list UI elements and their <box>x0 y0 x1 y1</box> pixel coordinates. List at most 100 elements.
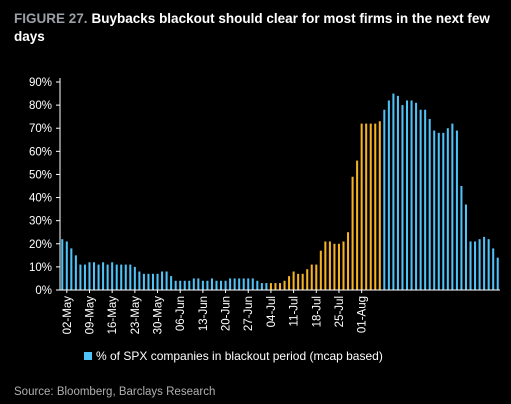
bar <box>142 273 145 290</box>
bar <box>383 109 386 290</box>
bar <box>93 262 96 290</box>
legend-swatch <box>84 352 92 360</box>
y-tick-label: 40% <box>29 193 52 205</box>
bar <box>483 236 486 290</box>
bar <box>102 262 105 290</box>
bar <box>333 243 336 290</box>
bar <box>337 243 340 290</box>
bar <box>306 269 309 290</box>
bar <box>351 176 354 290</box>
bar <box>79 264 82 290</box>
figure-label: FIGURE 27. <box>14 11 88 26</box>
bar <box>229 278 232 290</box>
bar <box>455 130 458 290</box>
bar <box>215 280 218 290</box>
y-tick-label: 0% <box>35 285 52 297</box>
source-note: Source: Bloomberg, Barclays Research <box>14 386 216 398</box>
x-tick-label: 27-Jun <box>243 296 255 331</box>
bar <box>124 264 127 290</box>
y-tick-label: 20% <box>29 239 52 251</box>
bar <box>242 278 245 290</box>
bar <box>424 109 427 290</box>
bar <box>410 100 413 291</box>
bar <box>206 280 209 290</box>
bar <box>297 273 300 290</box>
bar <box>428 118 431 290</box>
bar <box>492 248 495 290</box>
bar <box>256 280 259 290</box>
bar <box>487 239 490 290</box>
bar <box>151 273 155 290</box>
y-tick-label: 90% <box>29 77 52 89</box>
bar <box>387 100 390 291</box>
bar <box>224 280 227 290</box>
y-tick-label: 30% <box>29 216 52 228</box>
bar <box>356 160 359 290</box>
bar <box>61 239 64 290</box>
bar <box>274 283 277 290</box>
x-tick-label: 11-Jul <box>289 296 301 326</box>
x-tick-label: 01-Aug <box>357 296 369 333</box>
bar <box>111 262 114 290</box>
bar <box>283 280 286 290</box>
bar <box>328 241 331 290</box>
bar <box>265 283 268 290</box>
bar <box>374 123 377 290</box>
bar <box>451 123 454 290</box>
x-tick-label: 13-Jun <box>198 296 210 331</box>
bar <box>197 278 200 290</box>
bar <box>360 123 363 290</box>
bar <box>460 186 463 290</box>
y-tick-label: 80% <box>29 100 52 112</box>
bar <box>315 264 318 290</box>
bar <box>310 264 313 290</box>
x-tick-label: 04-Jul <box>266 296 278 327</box>
bar <box>401 105 404 290</box>
bar <box>74 255 77 290</box>
bar <box>342 241 345 290</box>
x-tick-label: 16-May <box>107 296 119 335</box>
legend: % of SPX companies in blackout period (m… <box>84 349 383 363</box>
bar <box>437 132 440 290</box>
y-tick-label: 60% <box>29 146 52 158</box>
bar <box>319 250 322 290</box>
bar <box>474 241 477 290</box>
bar <box>88 262 91 290</box>
bar <box>292 271 295 290</box>
bar <box>347 232 350 290</box>
x-tick-label: 25-Jul <box>334 296 346 327</box>
bar <box>396 95 399 291</box>
bar <box>238 278 241 290</box>
x-tick-label: 30-May <box>153 296 165 335</box>
title-text: Buybacks blackout should clear for most … <box>14 11 490 44</box>
bar <box>210 278 213 290</box>
bar <box>269 283 272 290</box>
bar <box>97 264 100 290</box>
x-tick-label: 02-May <box>62 296 74 335</box>
x-tick-label: 09-May <box>84 296 96 335</box>
chart-title: FIGURE 27. Buybacks blackout should clear… <box>14 10 504 46</box>
bar <box>170 276 173 290</box>
bar <box>496 257 499 290</box>
bar <box>378 121 381 290</box>
bar <box>278 283 282 290</box>
bar <box>120 264 123 290</box>
y-tick-label: 10% <box>29 262 52 274</box>
x-tick-label: 06-Jun <box>175 296 187 331</box>
bar <box>165 271 168 290</box>
bar <box>247 278 250 290</box>
bar <box>415 102 418 290</box>
y-tick-label: 70% <box>29 123 52 135</box>
bar <box>365 123 368 290</box>
bar <box>324 241 327 290</box>
bar <box>220 280 223 290</box>
bar <box>442 132 445 290</box>
bar <box>433 130 436 290</box>
bar <box>251 278 254 290</box>
bar <box>392 93 395 290</box>
bar <box>260 283 263 290</box>
bar <box>174 280 177 290</box>
bar <box>369 123 372 290</box>
x-tick-label: 23-May <box>130 296 142 335</box>
